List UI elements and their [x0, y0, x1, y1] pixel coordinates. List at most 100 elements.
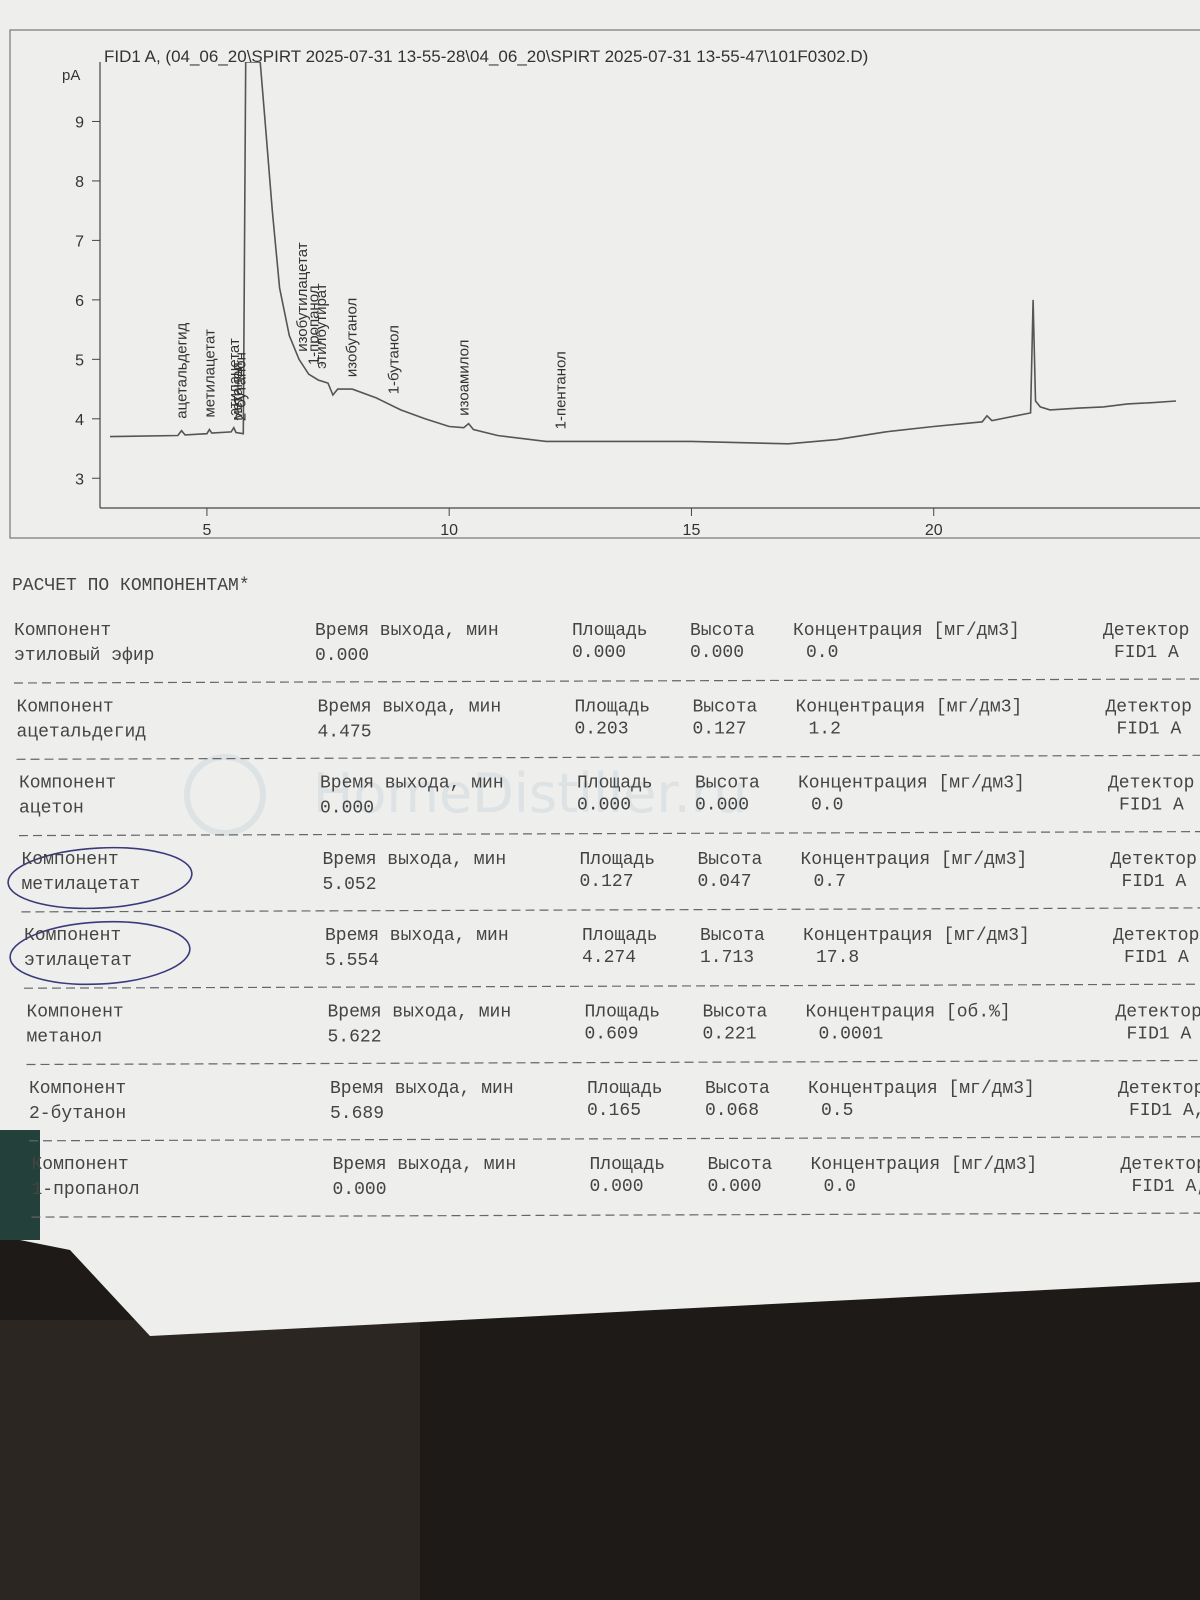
report-area: 0.203	[575, 719, 629, 739]
peak-label: этилацетат	[226, 338, 243, 416]
report-time-label: Время выхода, мин	[330, 1079, 514, 1099]
y-tick-label: 5	[75, 352, 84, 369]
report-name: ацетон	[19, 799, 84, 819]
report-name: ацетальдегид	[17, 722, 147, 742]
report-component-label: Компонент	[17, 697, 114, 717]
report-detector: FID1 A	[1127, 1025, 1192, 1045]
paper	[0, 0, 1200, 1336]
report-area-label: Площадь	[582, 926, 658, 946]
chart-title: FID1 A, (04_06_20\SPIRT 2025-07-31 13-55…	[104, 47, 868, 66]
report-name: 2-бутанон	[29, 1103, 126, 1124]
report-height-label: Высота	[700, 926, 765, 946]
report-height: 0.127	[693, 719, 747, 739]
report-time-label: Время выхода, мин	[333, 1155, 517, 1175]
report-height-label: Высота	[690, 621, 755, 641]
report-time: 5.689	[330, 1104, 384, 1124]
report-height: 0.000	[695, 796, 749, 816]
report-conc: 0.0001	[819, 1025, 884, 1045]
hand-circle	[9, 920, 191, 986]
report-time-label: Время выхода, мин	[318, 697, 502, 717]
watermark: HomeDistiller.ru	[313, 762, 747, 825]
report-detector-label: Детектор	[1118, 1079, 1200, 1099]
report-height-label: Высота	[698, 850, 763, 870]
report-name: 1-пропанол	[32, 1180, 140, 1200]
peak-label: 1-бутанол	[385, 325, 402, 394]
peak-label: 1-пентанол	[553, 351, 570, 429]
peak-label: изоамилол	[456, 340, 473, 416]
report-name: метанол	[27, 1028, 103, 1048]
report-component-label: Компонент	[24, 926, 121, 946]
report-conc-label: Концентрация [мг/дм3]	[803, 926, 1030, 946]
y-axis-label: pA	[62, 67, 80, 84]
report-time-label: Время выхода, мин	[315, 621, 499, 641]
report-conc-label: Концентрация [мг/дм3]	[798, 774, 1025, 794]
report-detector: FID1 A	[1117, 719, 1182, 739]
report-height-label: Высота	[703, 1003, 768, 1023]
y-tick-label: 9	[75, 114, 84, 131]
report-area-label: Площадь	[577, 774, 653, 794]
report-area: 0.000	[572, 643, 626, 663]
peak-label: 2-бутанон	[232, 352, 249, 421]
report-component-label: Компонент	[22, 850, 119, 870]
x-tick-label: 15	[683, 522, 701, 539]
report-time: 4.475	[318, 722, 372, 742]
report-time: 5.052	[323, 875, 377, 895]
report-detector: FID1 A,	[1132, 1177, 1200, 1197]
report-height: 0.000	[708, 1177, 762, 1197]
report-height-label: Высота	[693, 697, 758, 717]
report-conc-label: Концентрация [мг/дм3]	[796, 697, 1023, 717]
report-area-label: Площадь	[590, 1155, 666, 1175]
report-detector: FID1 A,	[1129, 1101, 1200, 1121]
report-area: 0.165	[587, 1101, 641, 1121]
report-detector-label: Детектор	[1108, 774, 1194, 794]
report-component-label: Компонент	[19, 774, 116, 794]
report-time: 0.000	[333, 1180, 387, 1200]
chromatogram-trace	[109, 62, 1177, 445]
report-conc: 0.0	[824, 1177, 856, 1197]
report-component-label: Компонент	[29, 1079, 126, 1099]
report-conc: 0.0	[811, 796, 843, 816]
report-detector: FID1 A	[1124, 948, 1189, 968]
peak-label: ацетальдегид	[173, 323, 190, 419]
peak-label: этилбутират	[313, 283, 330, 369]
row-separator	[13, 678, 1200, 684]
report-detector: FID1 A	[1114, 643, 1179, 663]
report-component-label: Компонент	[27, 1003, 124, 1023]
x-tick-label: 10	[440, 522, 458, 539]
table-surface	[0, 1320, 420, 1600]
report-conc-label: Концентрация [мг/дм3]	[808, 1079, 1035, 1099]
report-detector-label: Детектор	[1106, 697, 1192, 717]
report-detector-label: Детектор	[1121, 1155, 1200, 1175]
report-title: РАСЧЕТ ПО КОМПОНЕНТАМ*	[12, 576, 250, 596]
report-conc-label: Концентрация [мг/дм3]	[811, 1155, 1038, 1175]
x-tick-label: 20	[925, 522, 943, 539]
row-separator	[31, 1212, 1200, 1218]
row-separator	[18, 830, 1200, 837]
y-tick-label: 8	[75, 174, 84, 191]
report-conc-label: Концентрация [мг/дм3]	[801, 850, 1028, 870]
report-height: 0.000	[690, 643, 744, 663]
report-area: 0.127	[580, 872, 634, 892]
chart-frame	[9, 29, 1200, 539]
report-area-label: Площадь	[587, 1079, 663, 1099]
report-height: 0.047	[698, 872, 752, 892]
report-height-label: Высота	[695, 774, 760, 794]
row-separator	[23, 983, 1200, 989]
report-conc: 0.7	[814, 872, 846, 892]
report-height-label: Высота	[708, 1155, 773, 1175]
report-time-label: Время выхода, мин	[328, 1003, 512, 1023]
report-area: 0.000	[577, 796, 631, 816]
report-conc: 0.0	[806, 643, 838, 663]
report-time: 0.000	[320, 799, 374, 819]
peak-label: изобутанол	[343, 298, 360, 377]
row-separator	[16, 754, 1200, 760]
report-time: 5.554	[325, 951, 379, 971]
report-time: 5.622	[328, 1028, 382, 1048]
report-conc-label: Концентрация [мг/дм3]	[793, 621, 1020, 641]
report-time-label: Время выхода, мин	[323, 850, 507, 870]
report-component-label: Компонент	[32, 1155, 129, 1175]
report-time-label: Время выхода, мин	[320, 774, 504, 794]
report-time: 0.000	[315, 646, 369, 666]
peak-label: метанол	[229, 362, 246, 420]
